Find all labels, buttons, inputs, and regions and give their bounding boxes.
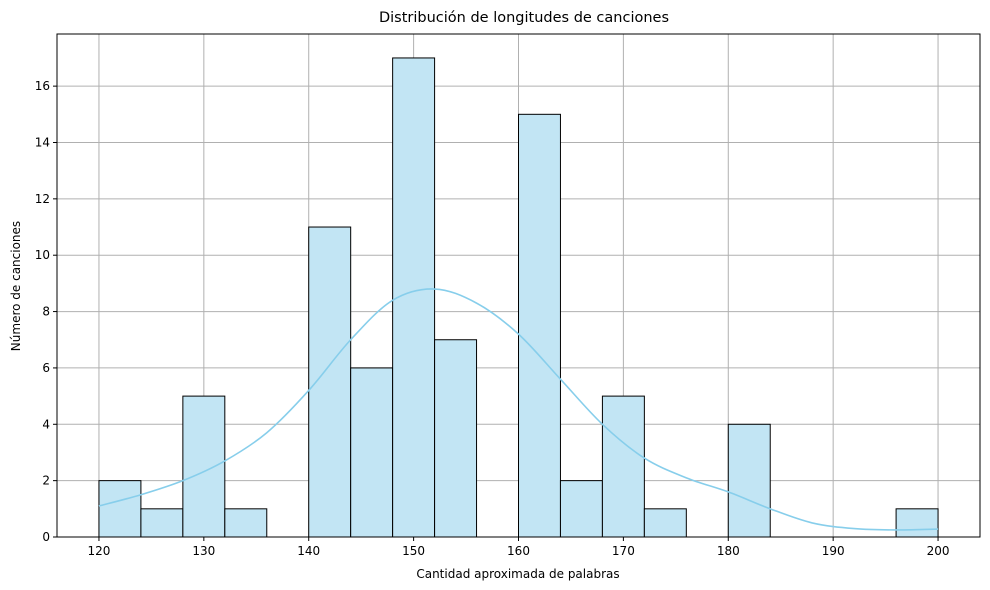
- x-tick-label: 150: [402, 544, 425, 558]
- histogram-bar: [98, 480, 142, 538]
- x-tick-label: 120: [88, 544, 111, 558]
- histogram-bar: [224, 508, 268, 538]
- kde-layer: [98, 288, 939, 531]
- x-tick-label: 180: [717, 544, 740, 558]
- histogram-bar: [895, 508, 939, 538]
- histogram-bar: [308, 226, 352, 538]
- y-tick-label: 4: [42, 417, 50, 431]
- histogram-bar: [434, 339, 478, 538]
- y-tick-label: 10: [35, 248, 50, 262]
- histogram-bar: [518, 113, 561, 538]
- x-tick-label: 160: [507, 544, 530, 558]
- histogram-bar: [182, 395, 226, 538]
- x-tick-label: 140: [297, 544, 320, 558]
- histogram-bar: [140, 508, 184, 538]
- x-tick-label: 190: [822, 544, 845, 558]
- kde-curve: [98, 288, 939, 531]
- bars-layer: [98, 57, 939, 538]
- ticks-layer: 120 130 140 150 160 170 180 190 200 0 2 4 6 8 10 12 14 16: [35, 79, 950, 558]
- chart-title: Distribución de longitudes de canciones: [379, 10, 669, 26]
- histogram-bar: [350, 367, 394, 538]
- x-tick-label: 200: [927, 544, 950, 558]
- y-tick-label: 2: [42, 474, 50, 488]
- y-tick-label: 8: [42, 305, 50, 319]
- y-tick-label: 14: [35, 135, 50, 149]
- plot-frame: [56, 33, 981, 538]
- x-axis-label: Cantidad aproximada de palabras: [416, 567, 619, 581]
- x-tick-label: 130: [192, 544, 215, 558]
- y-tick-label: 0: [42, 530, 50, 544]
- histogram-bar: [601, 395, 645, 538]
- y-axis-label: Número de canciones: [9, 221, 23, 351]
- y-tick-label: 12: [35, 192, 50, 206]
- histogram-bar: [643, 508, 687, 538]
- y-tick-label: 6: [42, 361, 50, 375]
- y-tick-label: 16: [35, 79, 50, 93]
- x-tick-label: 170: [612, 544, 635, 558]
- histogram-bar: [559, 480, 603, 538]
- histogram-bar: [392, 57, 436, 538]
- histogram-bar: [727, 423, 771, 538]
